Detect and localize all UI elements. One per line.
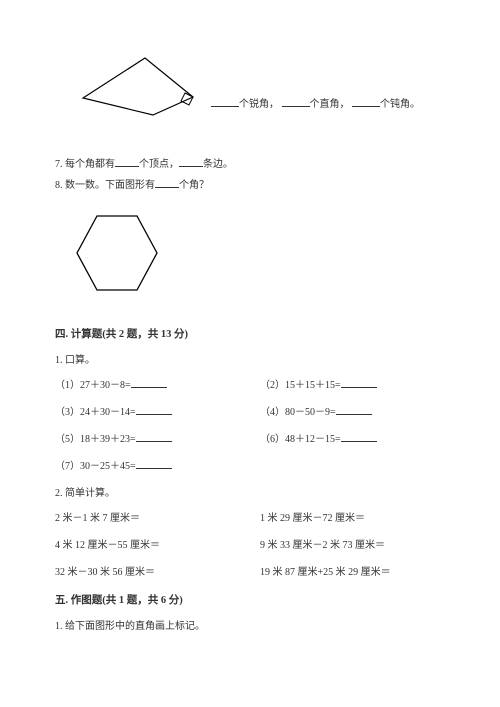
q7-mid1: 个顶点， [139, 159, 179, 170]
kite-figure-row: 个锐角， 个直角， 个钝角。 [55, 40, 445, 125]
calc-blank-2 [341, 376, 377, 388]
unit-item-6: 19 米 87 厘米+25 米 29 厘米＝ [260, 563, 445, 578]
calc-text-5: （5）18＋39＋23= [55, 434, 136, 445]
calc-text-2: （2）15＋15＋15= [260, 380, 341, 391]
q7-prefix: 7. 每个角都有 [55, 159, 115, 170]
label-acute: 个锐角， [239, 99, 279, 110]
calc-item-4: （4）80－50－9= [260, 403, 445, 418]
calc-text-6: （6）48＋12－15= [260, 434, 341, 445]
calc-blank-5 [136, 430, 172, 442]
label-obtuse: 个钝角。 [380, 99, 420, 110]
q8-suffix: 个角？ [179, 180, 209, 191]
q7-mid2: 条边。 [203, 159, 233, 170]
angle-count-labels: 个锐角， 个直角， 个钝角。 [211, 95, 420, 125]
question-7-8: 7. 每个角都有 个顶点， 条边。 8. 数一数。下面图形有 个角？ [55, 155, 445, 195]
unit-item-3: 4 米 12 厘米－55 厘米＝ [55, 536, 240, 551]
unit-item-5: 32 米－30 米 56 厘米＝ [55, 563, 240, 578]
calc-blank-4 [336, 403, 372, 415]
kite-polygon [83, 58, 193, 115]
unit-item-2: 1 米 29 厘米－72 厘米＝ [260, 509, 445, 524]
calc-text-4: （4）80－50－9= [260, 407, 336, 418]
hexagon-shape [65, 213, 169, 293]
calc-text-3: （3）24＋30－14= [55, 407, 136, 418]
s4-q2-label: 2. 简单计算。 [55, 484, 445, 499]
calc-text-1: （1）27＋30－8= [55, 380, 131, 391]
q8-blank [155, 176, 179, 188]
unit-calc-grid: 2 米－1 米 7 厘米＝ 1 米 29 厘米－72 厘米＝ 4 米 12 厘米… [55, 509, 445, 578]
kite-shape [65, 50, 205, 125]
calc-text-7: （7）30－25＋45= [55, 461, 136, 472]
calc-item-7: （7）30－25＋45= [55, 457, 240, 472]
calc-item-3: （3）24＋30－14= [55, 403, 240, 418]
calc-blank-1 [131, 376, 167, 388]
q8-prefix: 8. 数一数。下面图形有 [55, 180, 155, 191]
hexagon-polygon [77, 216, 157, 290]
blank-obtuse [352, 95, 380, 107]
s4-q1-label: 1. 口算。 [55, 351, 445, 366]
question-8: 8. 数一数。下面图形有 个角？ [55, 176, 445, 195]
hexagon-figure [65, 213, 445, 296]
calc-item-2: （2）15＋15＋15= [260, 376, 445, 391]
s5-q1: 1. 给下面图形中的直角画上标记。 [55, 617, 445, 632]
unit-item-1: 2 米－1 米 7 厘米＝ [55, 509, 240, 524]
q7-blank1 [115, 155, 139, 167]
calc-item-5: （5）18＋39＋23= [55, 430, 240, 445]
unit-item-4: 9 米 33 厘米－2 米 73 厘米＝ [260, 536, 445, 551]
q7-blank2 [179, 155, 203, 167]
calc-blank-6 [341, 430, 377, 442]
calc-item-1: （1）27＋30－8= [55, 376, 240, 391]
blank-acute [211, 95, 239, 107]
question-7: 7. 每个角都有 个顶点， 条边。 [55, 155, 445, 174]
section-4-title: 四. 计算题(共 2 题，共 13 分) [55, 326, 445, 341]
section-5-title: 五. 作图题(共 1 题，共 6 分) [55, 592, 445, 607]
calc-grid: （1）27＋30－8= （2）15＋15＋15= （3）24＋30－14= （4… [55, 376, 445, 472]
label-right: 个直角， [310, 99, 350, 110]
blank-right [282, 95, 310, 107]
calc-blank-7 [136, 457, 172, 469]
calc-blank-3 [136, 403, 172, 415]
calc-item-6: （6）48＋12－15= [260, 430, 445, 445]
